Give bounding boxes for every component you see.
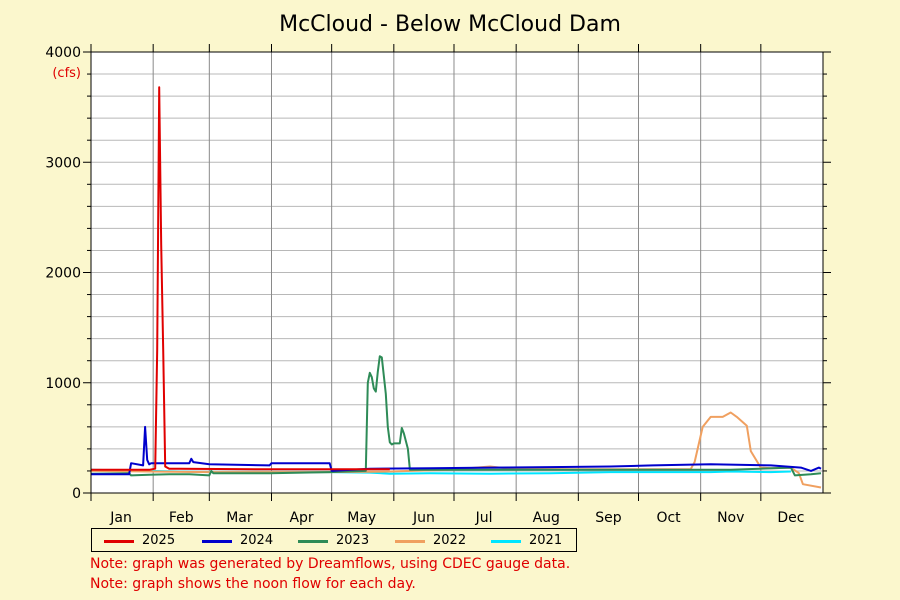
y-axis-unit: (cfs) xyxy=(52,66,81,81)
legend-label: 2021 xyxy=(529,533,563,548)
x-tick-label: Jul xyxy=(475,510,493,526)
legend-swatch xyxy=(298,540,328,543)
x-tick-label: Dec xyxy=(777,510,804,526)
series-line-2025 xyxy=(91,86,390,471)
legend-swatch xyxy=(104,540,134,543)
x-tick-label: Jun xyxy=(412,510,435,526)
legend-label: 2025 xyxy=(142,533,176,548)
legend: 2025 2024 2023 2022 2021 xyxy=(91,528,577,552)
legend-swatch xyxy=(395,540,425,543)
legend-label: 2022 xyxy=(433,533,467,548)
x-tick-label: Aug xyxy=(533,510,560,526)
legend-swatch xyxy=(491,540,521,543)
x-tick-label: Jan xyxy=(109,510,132,526)
y-tick-label: 4000 xyxy=(45,45,81,61)
y-tick-label: 2000 xyxy=(45,266,81,282)
legend-label: 2024 xyxy=(240,533,274,548)
chart-title: McCloud - Below McCloud Dam xyxy=(279,12,621,37)
flow-chart: 0 1000 2000 3000 4000 (cfs) Jan Feb Mar Apr May Jun… xyxy=(45,44,831,526)
x-tick-label: Mar xyxy=(226,510,253,526)
series-line-2024 xyxy=(91,425,822,476)
plot-frame xyxy=(90,51,824,494)
note-noon-flow: Note: graph shows the noon flow for each… xyxy=(90,576,416,592)
y-tick-label: 3000 xyxy=(45,155,81,171)
note-source: Note: graph was generated by Dreamflows,… xyxy=(90,556,571,572)
legend-swatch xyxy=(202,540,232,543)
x-tick-label: Sep xyxy=(595,510,622,526)
x-tick-label: Nov xyxy=(717,510,744,526)
legend-label: 2023 xyxy=(336,533,370,548)
x-tick-label: Feb xyxy=(169,510,194,526)
series-line-2023 xyxy=(90,355,822,477)
x-tick-label: May xyxy=(347,510,376,526)
y-tick-label: 1000 xyxy=(45,376,81,392)
x-tick-label: Apr xyxy=(289,510,313,526)
y-tick-label: 0 xyxy=(72,486,81,502)
x-tick-label: Oct xyxy=(656,510,681,526)
